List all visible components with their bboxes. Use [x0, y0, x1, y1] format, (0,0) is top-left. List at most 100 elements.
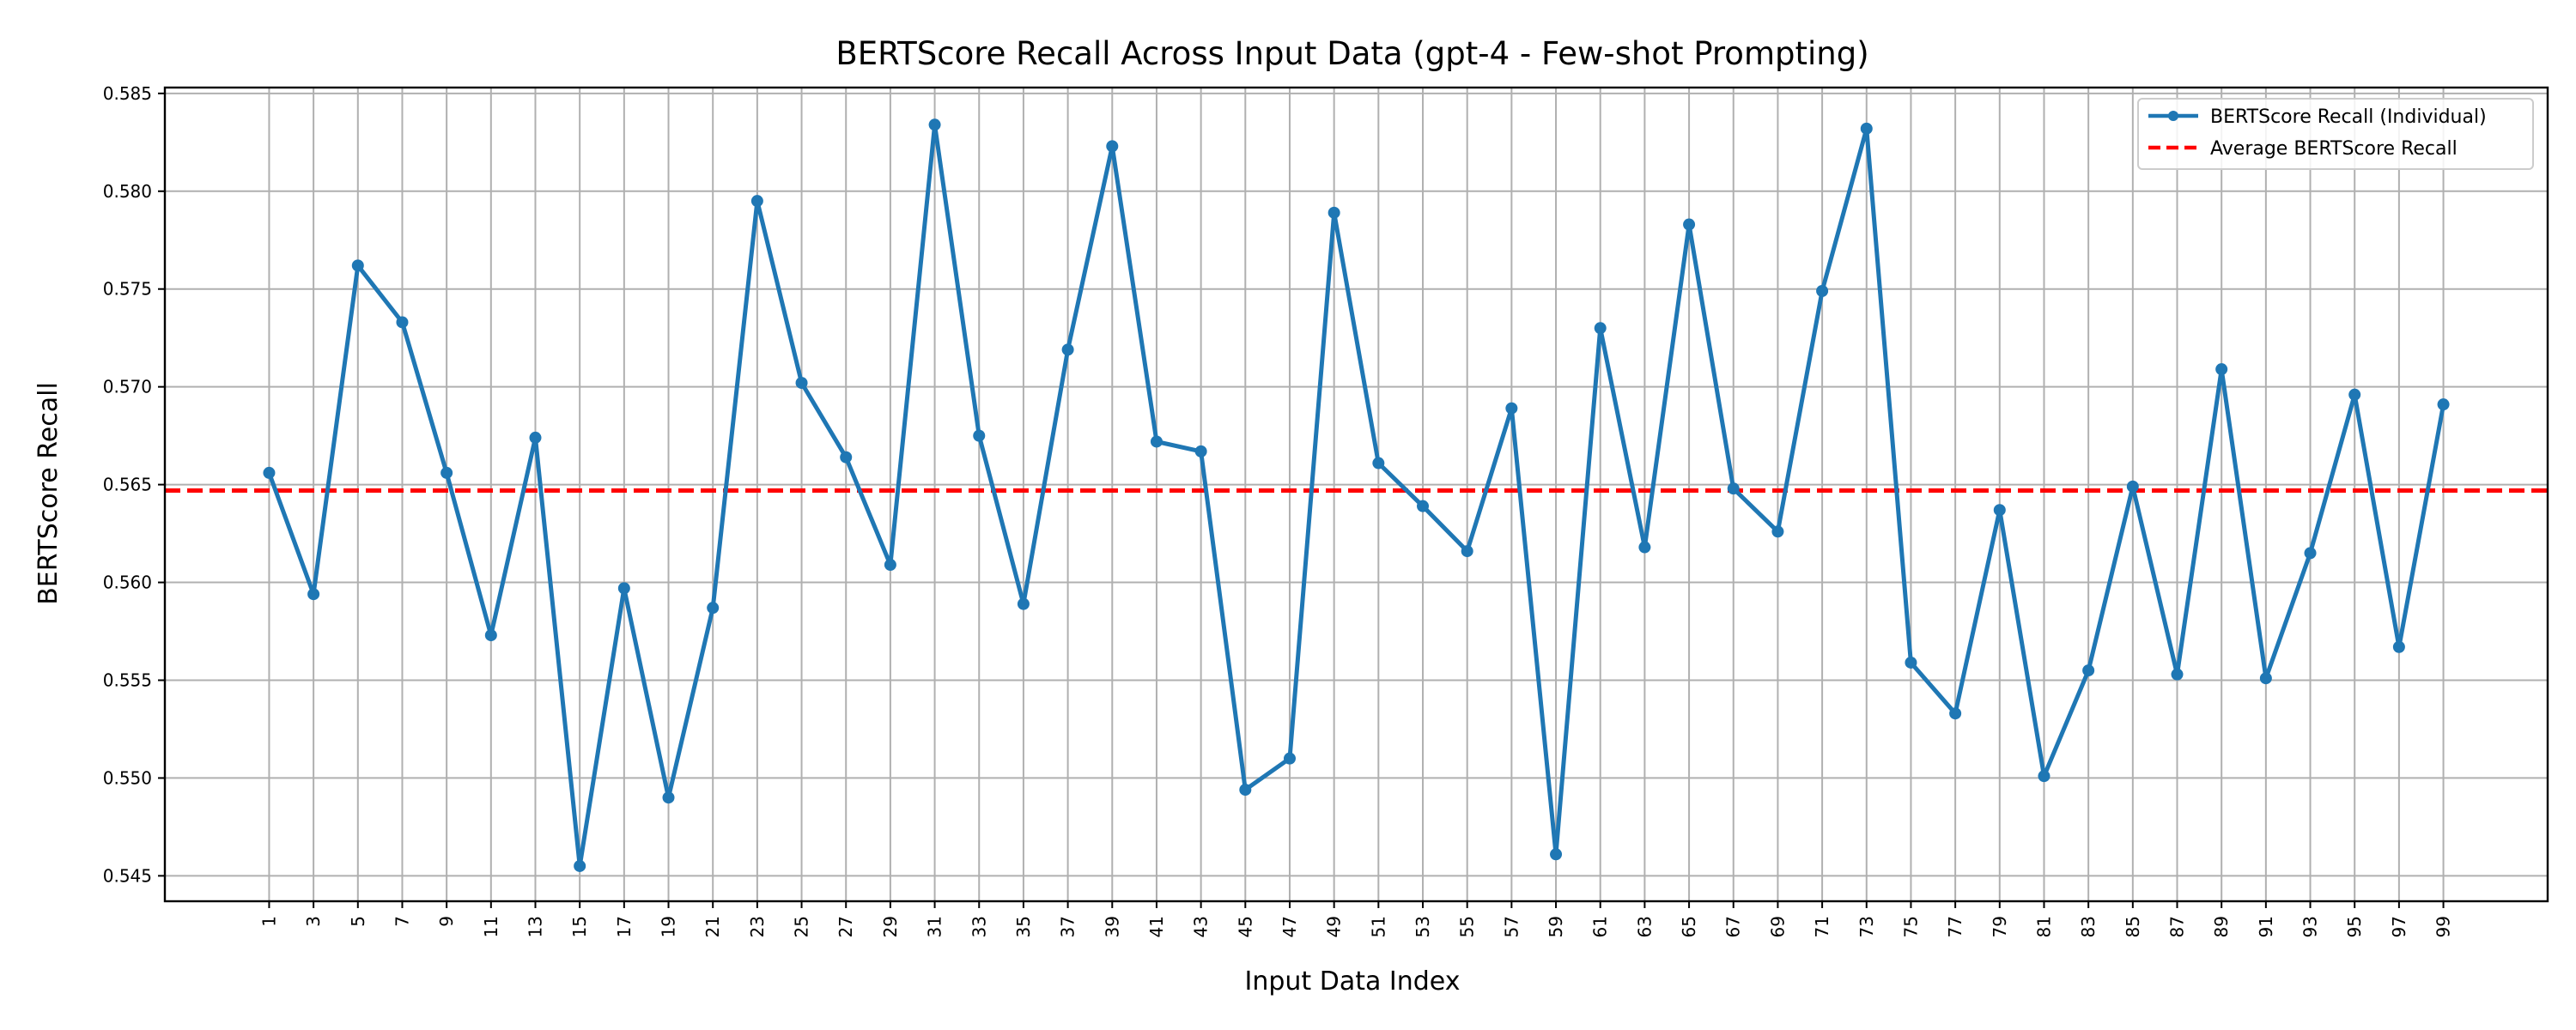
data-point [2392, 640, 2405, 653]
x-tick-label: 21 [702, 916, 723, 937]
y-axis-title: BERTScore Recall [33, 382, 64, 605]
data-point [1061, 343, 1074, 356]
data-point [1594, 322, 1607, 335]
x-tick-label: 9 [436, 916, 457, 927]
x-tick-label: 75 [1900, 916, 1921, 937]
x-tick-label: 13 [525, 916, 545, 937]
data-point [2259, 672, 2272, 685]
data-point [307, 588, 320, 601]
x-tick-label: 85 [2123, 916, 2143, 937]
data-point [2304, 547, 2317, 560]
x-tick-label: 47 [1279, 916, 1300, 937]
x-tick-label: 81 [2033, 916, 2054, 937]
x-tick-label: 93 [2300, 916, 2321, 937]
y-tick-label: 0.545 [103, 865, 152, 886]
data-point [2215, 363, 2228, 376]
series-line-individual [267, 122, 2446, 869]
data-point [440, 466, 453, 479]
y-tick-label: 0.575 [103, 279, 152, 300]
data-point [1727, 482, 1740, 495]
data-point [928, 118, 941, 131]
y-tick-label: 0.585 [103, 83, 152, 104]
data-point [351, 259, 364, 272]
x-tick-label: 89 [2211, 916, 2232, 937]
x-tick-label: 41 [1146, 916, 1167, 937]
x-tick-label: 91 [2256, 916, 2276, 937]
x-tick-label: 33 [969, 916, 989, 937]
x-tick-label: 55 [1457, 916, 1478, 937]
x-tick-label: 15 [569, 916, 590, 937]
x-tick-label: 71 [1812, 916, 1832, 937]
x-tick-label: 63 [1634, 916, 1655, 937]
x-tick-label: 39 [1102, 916, 1122, 937]
data-point [707, 602, 720, 615]
x-tick-label: 1 [258, 916, 279, 927]
x-tick-label: 49 [1324, 916, 1345, 937]
x-tick-label: 59 [1546, 916, 1566, 937]
data-point [1993, 504, 2006, 517]
x-tick-label: 3 [303, 916, 324, 927]
data-point [1638, 541, 1651, 554]
x-tick-label: 73 [1856, 916, 1877, 937]
x-tick-label: 35 [1013, 916, 1034, 937]
legend-label-individual: BERTScore Recall (Individual) [2210, 106, 2487, 128]
x-tick-label: 51 [1368, 916, 1388, 937]
legend-label-average: Average BERTScore Recall [2210, 138, 2458, 160]
y-tick-label: 0.570 [103, 377, 152, 397]
data-point [1505, 402, 1518, 415]
data-point [263, 466, 276, 479]
plot-frame [163, 86, 2549, 903]
data-point [617, 582, 630, 595]
x-tick-label: 65 [1679, 916, 1699, 937]
x-tick-label: 53 [1413, 916, 1433, 937]
data-point [1417, 500, 1430, 512]
x-tick-label: 57 [1501, 916, 1522, 937]
y-tick-label: 0.555 [103, 670, 152, 690]
data-point [1905, 656, 1917, 669]
data-point [1372, 457, 1385, 470]
x-tick-label: 25 [792, 916, 812, 937]
data-point [1017, 597, 1030, 610]
data-point [396, 316, 409, 329]
data-point [1194, 445, 1207, 457]
data-point [1816, 285, 1829, 297]
x-tick-label: 45 [1235, 916, 1255, 937]
x-tick-label: 87 [2167, 916, 2188, 937]
data-point [2348, 388, 2361, 401]
x-tick-label: 23 [747, 916, 768, 937]
y-tick-label: 0.550 [103, 767, 152, 788]
legend-marker-individual [2168, 111, 2178, 121]
x-tick-label: 69 [1767, 916, 1788, 937]
data-point [484, 629, 497, 642]
y-tick-label: 0.560 [103, 573, 152, 593]
y-tick-label: 0.580 [103, 181, 152, 202]
data-point [2038, 770, 2050, 783]
data-point [1327, 206, 1340, 219]
data-point [1683, 218, 1696, 231]
x-tick-label: 43 [1191, 916, 1212, 937]
data-point [529, 431, 542, 444]
x-tick-label: 31 [925, 916, 945, 937]
data-point [1771, 525, 1784, 538]
x-tick-label: 79 [1990, 916, 2010, 937]
data-point [574, 859, 586, 872]
x-tick-label: 99 [2433, 916, 2454, 937]
x-tick-label: 67 [1723, 916, 1744, 937]
data-point [1949, 707, 1962, 720]
data-point [2437, 398, 2450, 411]
x-tick-label: 97 [2389, 916, 2409, 937]
data-point [2171, 668, 2184, 681]
x-axis-ticks: 1 3 5 7 9 11 13 15 17 19 21 23 25 27 29 31 33 35 37 39 41 43 4… [258, 901, 2454, 937]
x-tick-label: 77 [1945, 916, 1965, 937]
data-point [1106, 140, 1119, 153]
y-axis-ticks: 0.545 0.550 0.555 0.560 0.565 0.570 0.575 0.580… [103, 83, 165, 886]
x-tick-label: 37 [1058, 916, 1078, 937]
data-point [750, 195, 763, 208]
data-points [263, 118, 2450, 872]
x-tick-label: 29 [880, 916, 901, 937]
x-tick-label: 95 [2344, 916, 2365, 937]
x-tick-label: 17 [614, 916, 635, 937]
data-point [2126, 480, 2139, 493]
data-point [1550, 848, 1563, 861]
